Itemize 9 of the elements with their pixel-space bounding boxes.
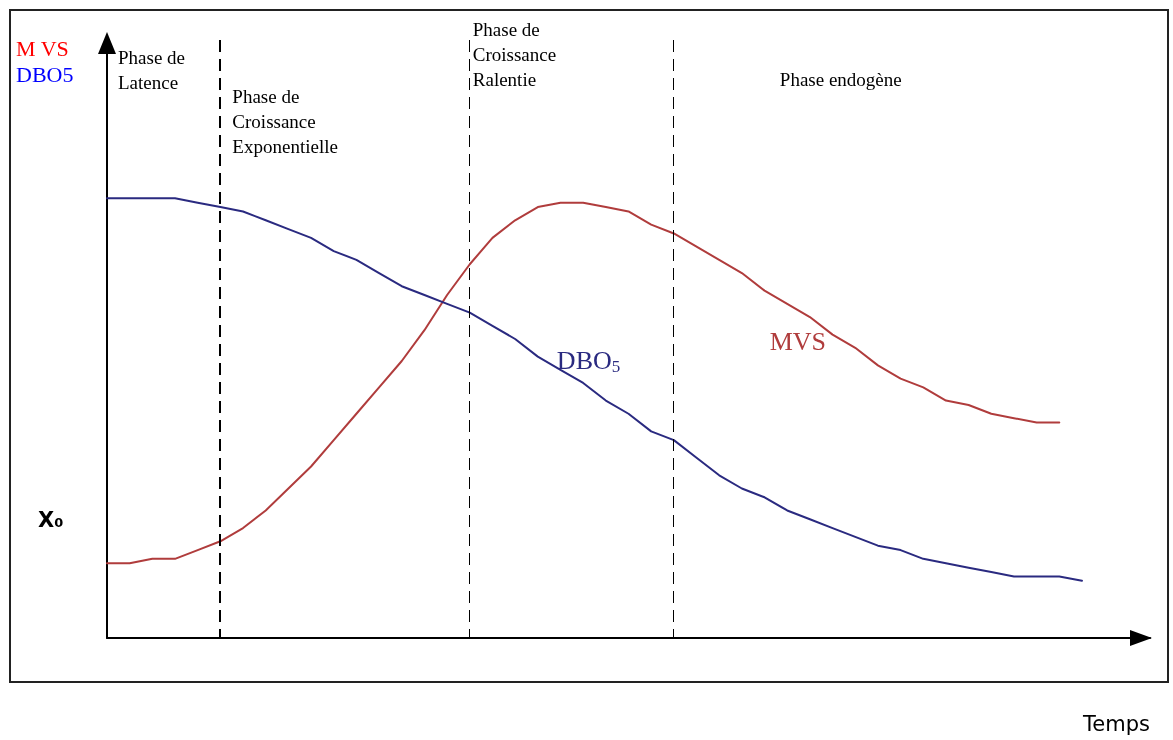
series-label: MVS (769, 326, 827, 356)
text: X₀ (38, 508, 64, 533)
x-axis-title: Temps (1082, 711, 1150, 736)
text: M VS (16, 36, 69, 61)
text: Phase de Croissance Ralentie (472, 18, 557, 92)
text: Phase endogène (779, 68, 902, 92)
text: Phase de Latence (118, 46, 186, 95)
text: Phase de Croissance Exponentielle (232, 85, 338, 159)
text: DBO5 (16, 62, 74, 87)
